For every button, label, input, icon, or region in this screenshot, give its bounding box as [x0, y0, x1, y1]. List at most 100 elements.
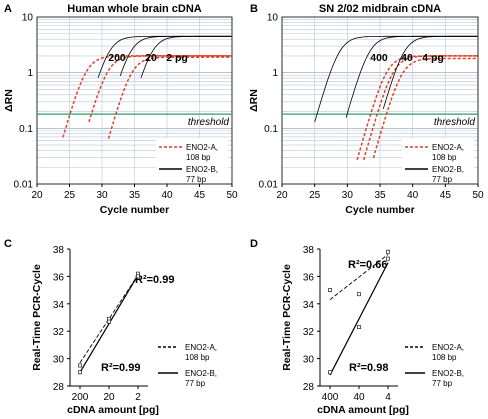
- y-tick-label: 0.1: [264, 124, 278, 135]
- legend-label: ENO2-A,: [432, 143, 464, 152]
- data-point: [78, 370, 82, 375]
- panel-label: C: [4, 238, 12, 250]
- y-tick-label: 28: [53, 382, 65, 393]
- legend-label: ENO2-A,: [186, 143, 218, 152]
- x-tick-label: 2: [135, 392, 141, 403]
- y-tick-label: 36: [303, 272, 315, 283]
- legend-label: 77 bp: [185, 379, 206, 388]
- legend-label: ENO2-A,: [185, 343, 217, 352]
- data-point: [78, 363, 82, 368]
- legend-box: [156, 138, 228, 182]
- dilution-label: 200: [108, 52, 126, 64]
- y-tick-label: 30: [53, 355, 65, 366]
- amplification-curve: [88, 55, 232, 123]
- amplification-curve: [372, 57, 478, 159]
- y-tick-label: 10: [267, 13, 279, 24]
- legend-label: 77 bp: [432, 175, 453, 184]
- r-squared-label: R²=0.66: [348, 259, 387, 271]
- chart-title: Human whole brain cDNA: [67, 3, 202, 15]
- x-tick-label: 20: [276, 190, 288, 201]
- data-point: [328, 288, 332, 293]
- y-tick-label: 0.1: [19, 124, 33, 135]
- y-tick-label: 1: [272, 68, 278, 79]
- x-tick-label: 20: [103, 392, 115, 403]
- y-axis-label: Real-Time PCR-Cycle: [31, 264, 43, 371]
- data-point: [386, 256, 390, 261]
- y-tick-label: 34: [303, 300, 315, 311]
- x-tick-label: 40: [407, 190, 419, 201]
- fit-line: [79, 274, 139, 363]
- x-tick-label: 30: [342, 190, 354, 201]
- x-tick-label: 35: [129, 190, 141, 201]
- y-tick-label: 30: [303, 355, 315, 366]
- legend-box: [402, 138, 474, 182]
- amplification-curve: [314, 35, 478, 123]
- x-tick-label: 50: [226, 190, 238, 201]
- data-point: [328, 370, 332, 375]
- legend-label: 108 bp: [186, 153, 211, 162]
- y-tick-label: 36: [53, 272, 65, 283]
- data-point: [357, 325, 361, 329]
- y-tick-label: 32: [303, 327, 315, 338]
- y-tick-label: 0.01: [259, 180, 279, 191]
- x-tick-label: 45: [194, 190, 206, 201]
- data-point: [357, 292, 361, 297]
- panel-label: D: [250, 238, 258, 250]
- panel-b: B SN 2/02 midbrain cDNA 20 25 30 35 40 45 50 0.01…: [248, 3, 484, 216]
- y-tick-label: 38: [303, 245, 315, 256]
- x-tick-label: 50: [472, 190, 484, 201]
- r-squared-label: R²=0.99: [101, 362, 140, 374]
- amplification-curve: [62, 55, 232, 138]
- legend-label: 77 bp: [432, 379, 453, 388]
- threshold-label: threshold: [434, 117, 476, 128]
- y-tick-label: 34: [53, 300, 65, 311]
- legend-label: ENO2-B,: [432, 165, 464, 174]
- dilution-label: 40: [401, 52, 413, 64]
- legend-label: ENO2-A,: [432, 343, 464, 352]
- y-tick-label: 32: [53, 327, 65, 338]
- x-tick-label: 40: [353, 392, 365, 403]
- x-tick-label: 25: [64, 190, 76, 201]
- data-point: [386, 249, 390, 254]
- y-axis-label: ΔRN: [248, 89, 260, 112]
- r-squared-label: R²=0.98: [349, 362, 388, 374]
- x-tick-label: 30: [96, 190, 108, 201]
- x-tick-label: 200: [72, 392, 89, 403]
- dilution-label: 20: [145, 52, 157, 64]
- y-tick-label: 10: [22, 13, 34, 24]
- dilution-label: 400: [370, 52, 388, 64]
- x-tick-label: 25: [309, 190, 321, 201]
- x-tick-label: 45: [440, 190, 452, 201]
- amplification-curve: [362, 55, 478, 161]
- panel-a: A Human whole brain cDNA 20 25 30 35 40 45 50 0.0…: [3, 3, 238, 216]
- x-tick-label: 400: [322, 392, 339, 403]
- x-tick-label: 35: [374, 190, 386, 201]
- amplification-curve: [345, 35, 477, 118]
- x-tick-label: 4: [385, 392, 391, 403]
- data-point: [136, 274, 140, 279]
- x-tick-label: 20: [31, 190, 43, 201]
- legend-label: 108 bp: [185, 353, 210, 362]
- x-axis-label: Cycle number: [345, 204, 414, 216]
- x-axis-label: Cycle number: [100, 204, 169, 216]
- y-tick-label: 1: [27, 68, 33, 79]
- chart-title: SN 2/02 midbrain cDNA: [319, 3, 441, 15]
- legend-label: ENO2-B,: [186, 165, 218, 174]
- y-axis-label: ΔRN: [3, 89, 15, 112]
- dilution-label: 4 pg: [422, 52, 444, 64]
- fit-line: [79, 274, 139, 373]
- x-tick-label: 40: [161, 190, 173, 201]
- legend-label: 108 bp: [432, 353, 457, 362]
- data-point: [107, 319, 111, 324]
- amplification-curve: [107, 56, 232, 139]
- legend-label: ENO2-B,: [185, 369, 217, 378]
- y-tick-label: 0.01: [14, 180, 34, 191]
- amplification-curve: [140, 35, 232, 79]
- r-squared-label: R²=0.99: [135, 274, 174, 286]
- fit-line: [329, 254, 389, 301]
- panel-label: A: [4, 3, 12, 15]
- amplification-curve: [382, 35, 478, 110]
